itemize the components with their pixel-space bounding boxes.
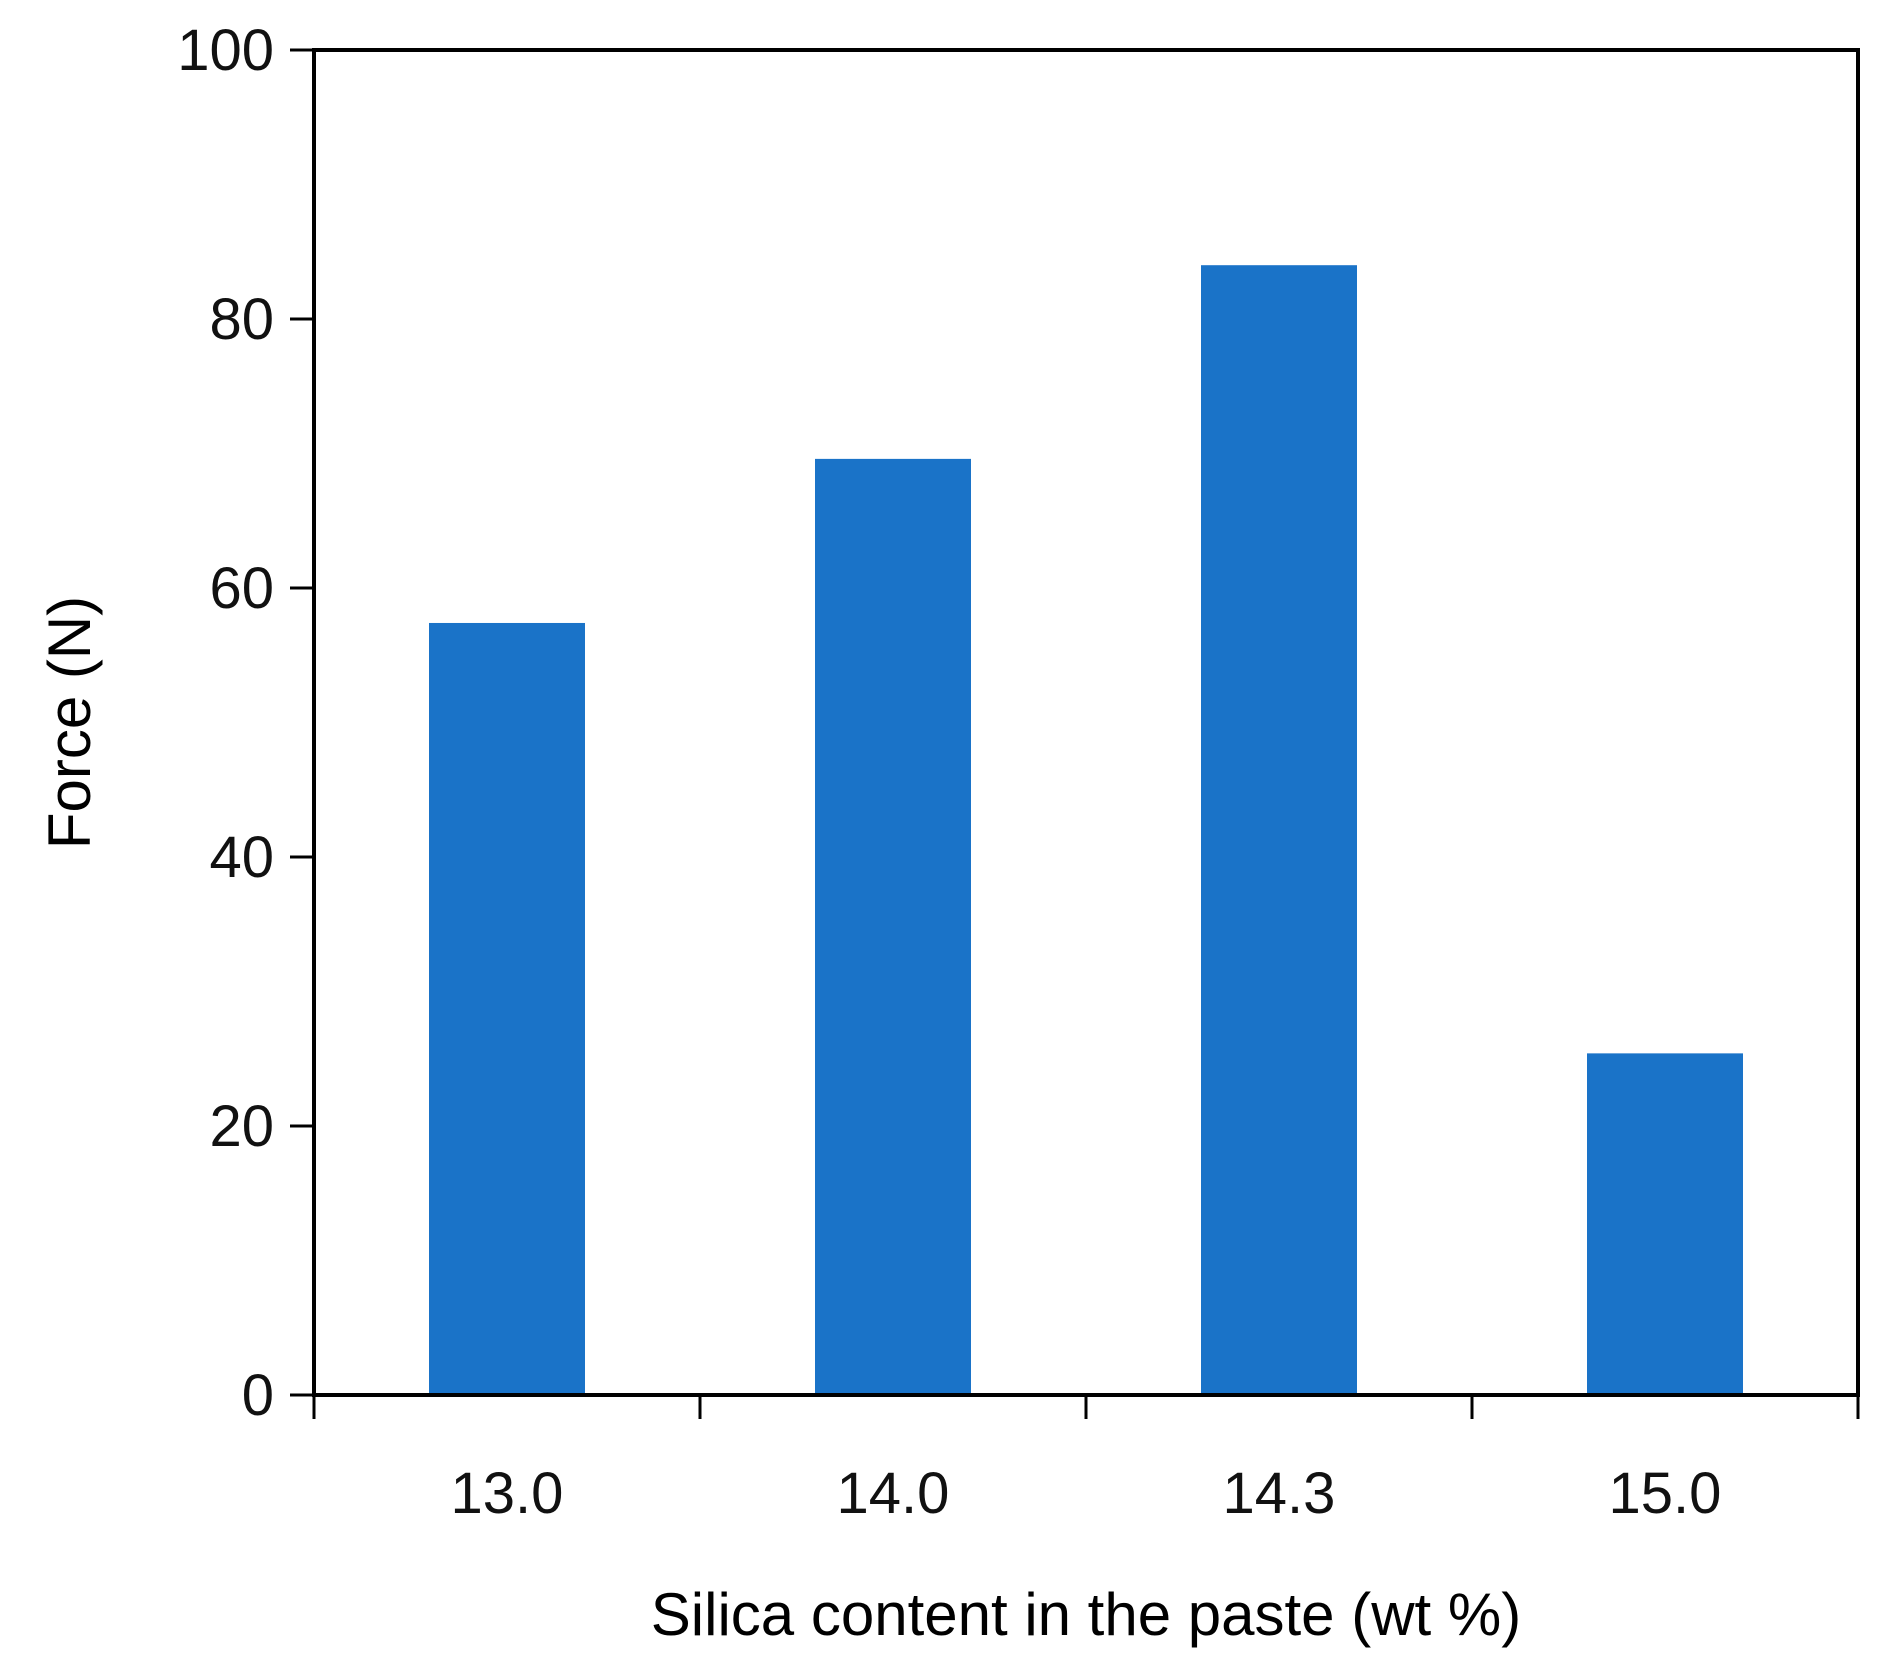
y-tick-label: 100 (177, 18, 274, 83)
bar-15.0 (1587, 1053, 1743, 1395)
y-tick-label: 60 (209, 556, 274, 621)
x-tick-label: 15.0 (1609, 1461, 1722, 1526)
y-axis-ticks: 0 20 40 60 80 100 (177, 18, 314, 1428)
x-tick-label: 13.0 (451, 1461, 564, 1526)
x-axis-title: Silica content in the paste (wt %) (651, 1581, 1521, 1648)
y-tick-label: 80 (209, 287, 274, 352)
y-tick-label: 0 (242, 1363, 274, 1428)
y-axis-title: Force (N) (36, 596, 103, 849)
y-tick-label: 40 (209, 825, 274, 890)
bar-13.0 (429, 622, 585, 1395)
bars (429, 265, 1743, 1396)
bar-14.0 (815, 458, 971, 1395)
x-tick-label: 14.3 (1223, 1461, 1336, 1526)
y-tick-label: 20 (209, 1094, 274, 1159)
bar-14.3 (1201, 265, 1357, 1396)
x-tick-label: 14.0 (837, 1461, 950, 1526)
x-axis-ticks: 13.0 14.0 14.3 15.0 (312, 1395, 1860, 1526)
